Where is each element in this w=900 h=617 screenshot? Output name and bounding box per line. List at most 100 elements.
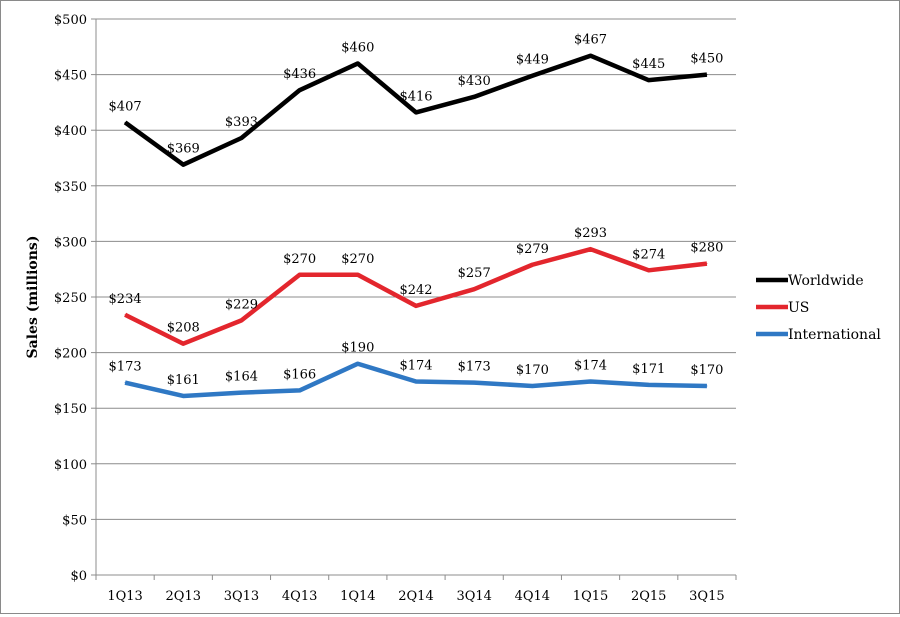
data-labels: $407 $369 $393 $436 $460 $416 $430 $449 $467 $445…	[109, 33, 724, 388]
data-label: $449	[516, 53, 549, 68]
data-label: $174	[574, 359, 607, 374]
legend-label: International	[788, 327, 881, 343]
legend-label: US	[788, 300, 809, 316]
data-point	[299, 274, 301, 276]
data-point	[182, 395, 184, 397]
gridlines	[96, 18, 736, 520]
y-tick-label: $450	[54, 69, 87, 84]
data-point	[473, 382, 475, 384]
y-tick-labels: $0 $50 $100 $150 $200 $250 $300 $350 $400 $450 $50…	[54, 13, 87, 584]
data-label: $257	[458, 266, 491, 281]
data-point	[124, 121, 126, 123]
data-point	[240, 137, 242, 139]
data-point	[299, 389, 301, 391]
legend-item-us: US	[756, 300, 809, 316]
y-tick-label: $50	[62, 513, 87, 528]
data-point	[299, 89, 301, 91]
data-label: $460	[341, 40, 374, 55]
data-label: $242	[399, 283, 432, 298]
axes	[91, 18, 737, 580]
x-tick-label: 3Q14	[456, 589, 491, 604]
data-point	[706, 263, 708, 265]
data-label: $467	[574, 33, 607, 48]
data-label: $445	[632, 57, 665, 72]
y-tick-label: $100	[54, 458, 87, 473]
data-label: $270	[341, 252, 374, 267]
data-point	[590, 248, 592, 250]
x-tick-labels: 1Q13 2Q13 3Q13 4Q13 1Q14 2Q14 3Q14 4Q14 1Q15 2Q15…	[107, 589, 724, 604]
data-point	[357, 62, 359, 64]
data-label: $173	[109, 360, 142, 375]
data-point	[590, 55, 592, 57]
data-label: $393	[225, 115, 258, 130]
data-point	[182, 343, 184, 345]
data-point	[706, 74, 708, 76]
y-tick-label: $400	[54, 124, 87, 139]
legend: Worldwide US International	[756, 273, 881, 343]
data-point	[648, 384, 650, 386]
x-tick-label: 1Q14	[340, 589, 375, 604]
data-point	[124, 314, 126, 316]
data-point	[124, 382, 126, 384]
data-point	[590, 381, 592, 383]
data-label: $229	[225, 297, 258, 312]
y-tick-label: $500	[54, 13, 87, 28]
legend-item-worldwide: Worldwide	[756, 273, 864, 289]
x-tick-label: 2Q14	[398, 589, 433, 604]
legend-item-international: International	[756, 327, 881, 343]
x-tick-label: 4Q13	[282, 589, 317, 604]
data-point	[182, 164, 184, 166]
data-label: $190	[341, 341, 374, 356]
data-point	[357, 274, 359, 276]
data-point	[415, 381, 417, 383]
data-point	[415, 305, 417, 307]
data-point	[473, 96, 475, 98]
data-label: $450	[690, 52, 723, 67]
data-point	[240, 392, 242, 394]
x-tick-label: 4Q14	[515, 589, 550, 604]
series-line-worldwide	[123, 53, 708, 167]
data-label: $270	[283, 252, 316, 267]
data-label: $166	[283, 367, 316, 382]
data-label: $407	[109, 99, 142, 114]
x-tick-label: 3Q15	[689, 589, 724, 604]
data-label: $436	[283, 67, 316, 82]
data-label: $280	[690, 241, 723, 256]
data-label: $161	[167, 373, 200, 388]
data-label: $293	[574, 226, 607, 241]
data-point	[473, 288, 475, 290]
y-tick-label: $300	[54, 235, 87, 250]
x-tick-label: 3Q13	[224, 589, 259, 604]
x-tick-label: 1Q13	[107, 589, 142, 604]
data-label: $170	[690, 363, 723, 378]
y-tick-label: $350	[54, 180, 87, 195]
x-tick-label: 1Q15	[573, 589, 608, 604]
data-label: $164	[225, 370, 258, 385]
data-label: $174	[399, 359, 432, 374]
data-point	[648, 79, 650, 81]
data-label: $274	[632, 247, 665, 262]
data-label: $208	[167, 321, 200, 336]
data-label: $171	[632, 362, 665, 377]
data-label: $173	[458, 360, 491, 375]
x-tick-label: 2Q13	[166, 589, 201, 604]
series-lines	[123, 53, 708, 399]
data-point	[706, 385, 708, 387]
data-point	[357, 363, 359, 365]
data-label: $416	[399, 89, 432, 104]
data-label: $234	[109, 292, 142, 307]
y-axis-label: Sales (millions)	[25, 236, 41, 359]
x-tick-label: 2Q15	[631, 589, 666, 604]
data-point	[648, 269, 650, 271]
data-label: $170	[516, 363, 549, 378]
y-tick-label: $150	[54, 402, 87, 417]
y-tick-label: $0	[70, 569, 87, 584]
data-label: $279	[516, 242, 549, 257]
y-tick-label: $200	[54, 347, 87, 362]
y-tick-label: $250	[54, 291, 87, 306]
legend-label: Worldwide	[788, 273, 864, 289]
data-point	[531, 385, 533, 387]
data-point	[240, 319, 242, 321]
